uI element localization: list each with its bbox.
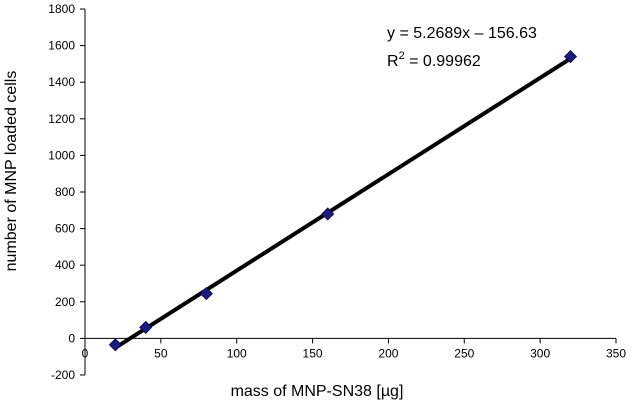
y-tick-label: 1000 — [48, 148, 75, 162]
trendline-line — [114, 56, 572, 350]
data-point — [563, 50, 578, 64]
r-squared-superscript: 2 — [399, 50, 405, 62]
y-tick-label: 400 — [55, 258, 75, 272]
x-tick-label: 250 — [454, 346, 474, 360]
r-squared-label: R2 = 0.99962 — [387, 50, 481, 70]
r-squared-value: = 0.99962 — [405, 53, 481, 70]
x-tick-label: 350 — [606, 346, 626, 360]
y-tick-label: 0 — [68, 331, 75, 345]
x-tick-label: 100 — [227, 346, 247, 360]
data-point — [199, 286, 213, 301]
trendline — [114, 56, 572, 350]
x-axis-title: mass of MNP-SN38 [µg] — [231, 383, 404, 400]
data-point — [139, 320, 153, 334]
data-point — [108, 338, 122, 352]
y-tick-label: -200 — [51, 368, 75, 382]
y-tick-label: 1600 — [48, 39, 75, 53]
y-tick-label: 800 — [55, 185, 75, 199]
y-tick-label: 200 — [55, 295, 75, 309]
x-tick-label: 200 — [378, 346, 398, 360]
data-point — [321, 207, 335, 221]
y-tick-label: 1400 — [48, 75, 75, 89]
axes: -200 0 200 400 600 800 1000 1200 1400 1600 1800 0 50… — [48, 2, 626, 382]
y-tick-label: 1800 — [48, 2, 75, 16]
trendline-equation: y = 5.2689x – 156.63 — [387, 25, 537, 42]
r-squared-prefix: R — [387, 53, 399, 70]
data-points — [108, 50, 578, 352]
x-tick-label: 0 — [82, 346, 89, 360]
x-tick-label: 150 — [303, 346, 323, 360]
x-tick-label: 300 — [530, 346, 550, 360]
y-tick-label: 1200 — [48, 112, 75, 126]
y-axis-title: number of MNP loaded cells — [3, 71, 20, 272]
x-tick-label: 50 — [154, 346, 168, 360]
y-tick-label: 600 — [55, 222, 75, 236]
